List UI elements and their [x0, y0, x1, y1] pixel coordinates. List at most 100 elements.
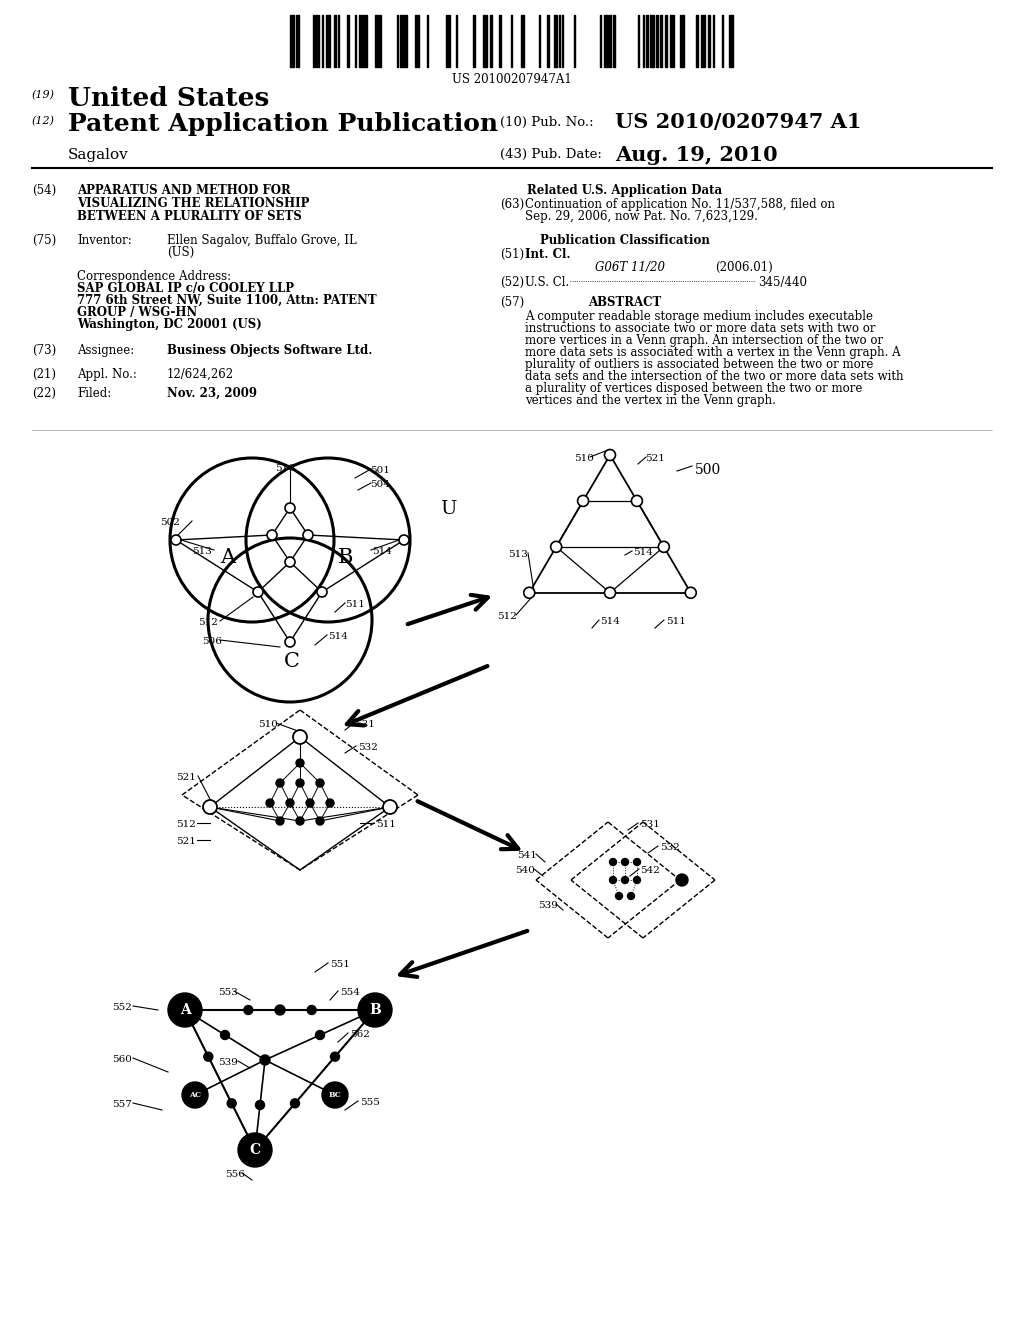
Text: 557: 557	[112, 1100, 132, 1109]
Circle shape	[322, 1082, 348, 1107]
Text: 506: 506	[202, 638, 222, 645]
Circle shape	[220, 1031, 229, 1040]
Circle shape	[628, 892, 635, 899]
Circle shape	[604, 587, 615, 598]
Circle shape	[168, 993, 202, 1027]
Circle shape	[609, 876, 616, 883]
Text: (63): (63)	[500, 198, 524, 211]
Text: data sets and the intersection of the two or more data sets with: data sets and the intersection of the tw…	[525, 370, 903, 383]
Circle shape	[317, 587, 327, 597]
Text: vertices and the vertex in the Venn graph.: vertices and the vertex in the Venn grap…	[525, 393, 776, 407]
Text: Sagalov: Sagalov	[68, 148, 129, 162]
Text: (10) Pub. No.:: (10) Pub. No.:	[500, 116, 594, 129]
Text: Washington, DC 20001 (US): Washington, DC 20001 (US)	[77, 318, 262, 331]
Text: 531: 531	[640, 820, 659, 829]
Text: 514: 514	[633, 548, 653, 557]
Text: A: A	[179, 1003, 190, 1016]
Text: 512: 512	[176, 820, 196, 829]
Text: 556: 556	[225, 1170, 245, 1179]
Text: B: B	[338, 548, 353, 568]
Circle shape	[260, 1055, 270, 1065]
Circle shape	[256, 1101, 264, 1110]
Circle shape	[275, 1005, 285, 1015]
Text: 510: 510	[574, 454, 594, 463]
Text: G06T 11/20: G06T 11/20	[595, 261, 665, 275]
Text: 532: 532	[358, 743, 378, 752]
Text: 12/624,262: 12/624,262	[167, 368, 234, 381]
Text: 539: 539	[538, 902, 558, 909]
Text: 539: 539	[218, 1059, 238, 1067]
Text: (57): (57)	[500, 296, 524, 309]
Text: (75): (75)	[32, 234, 56, 247]
Text: U: U	[440, 500, 457, 517]
Circle shape	[296, 759, 304, 767]
Text: 513: 513	[193, 546, 212, 556]
Text: 554: 554	[340, 987, 359, 997]
Text: 553: 553	[218, 987, 238, 997]
Text: BC: BC	[329, 1092, 341, 1100]
Text: Int. Cl.: Int. Cl.	[525, 248, 570, 261]
Circle shape	[609, 858, 616, 866]
Text: 552: 552	[112, 1003, 132, 1012]
Text: 521: 521	[176, 774, 196, 781]
Text: US 20100207947A1: US 20100207947A1	[453, 73, 571, 86]
Circle shape	[358, 993, 392, 1027]
Text: 510: 510	[258, 719, 278, 729]
Circle shape	[634, 858, 640, 866]
Text: Publication Classification: Publication Classification	[540, 234, 710, 247]
Circle shape	[326, 799, 334, 807]
Circle shape	[383, 800, 397, 814]
Circle shape	[171, 535, 181, 545]
Circle shape	[658, 541, 670, 552]
Text: Appl. No.:: Appl. No.:	[77, 368, 137, 381]
Text: Aug. 19, 2010: Aug. 19, 2010	[615, 145, 777, 165]
Circle shape	[578, 495, 589, 507]
Text: Business Objects Software Ltd.: Business Objects Software Ltd.	[167, 345, 373, 356]
Text: Correspondence Address:: Correspondence Address:	[77, 271, 231, 282]
Text: (52): (52)	[500, 276, 524, 289]
Circle shape	[303, 531, 313, 540]
Circle shape	[316, 817, 324, 825]
Circle shape	[315, 1031, 325, 1040]
Text: 540: 540	[515, 866, 535, 875]
Text: 541: 541	[517, 851, 537, 861]
Circle shape	[622, 876, 629, 883]
Circle shape	[291, 1098, 299, 1107]
Text: (19): (19)	[32, 90, 55, 100]
Circle shape	[286, 799, 294, 807]
Circle shape	[267, 531, 278, 540]
Text: 513: 513	[508, 550, 528, 558]
Text: instructions to associate two or more data sets with two or: instructions to associate two or more da…	[525, 322, 876, 335]
Text: VISUALIZING THE RELATIONSHIP: VISUALIZING THE RELATIONSHIP	[77, 197, 309, 210]
Text: 511: 511	[666, 616, 686, 626]
Circle shape	[238, 1133, 272, 1167]
Circle shape	[307, 1006, 316, 1015]
Text: 514: 514	[600, 616, 620, 626]
Text: Patent Application Publication: Patent Application Publication	[68, 112, 498, 136]
Circle shape	[331, 1052, 340, 1061]
Text: AC: AC	[189, 1092, 201, 1100]
Text: Nov. 23, 2009: Nov. 23, 2009	[167, 387, 257, 400]
Circle shape	[399, 535, 409, 545]
Text: US 2010/0207947 A1: US 2010/0207947 A1	[615, 112, 861, 132]
Text: 512: 512	[198, 618, 218, 627]
Text: (12): (12)	[32, 116, 55, 127]
Text: Assignee:: Assignee:	[77, 345, 134, 356]
Text: 504: 504	[370, 480, 390, 488]
Text: 510: 510	[275, 465, 295, 473]
Circle shape	[293, 730, 307, 744]
Text: A: A	[220, 548, 236, 568]
Text: 521: 521	[645, 454, 665, 463]
Text: C: C	[250, 1143, 260, 1158]
Text: more data sets is associated with a vertex in the Venn graph. A: more data sets is associated with a vert…	[525, 346, 901, 359]
Circle shape	[316, 779, 324, 787]
Text: ABSTRACT: ABSTRACT	[589, 296, 662, 309]
Text: 512: 512	[497, 612, 517, 620]
Text: plurality of outliers is associated between the two or more: plurality of outliers is associated betw…	[525, 358, 873, 371]
Text: United States: United States	[68, 86, 269, 111]
Text: Inventor:: Inventor:	[77, 234, 132, 247]
Circle shape	[276, 817, 284, 825]
Circle shape	[266, 799, 274, 807]
Text: SAP GLOBAL IP c/o COOLEY LLP: SAP GLOBAL IP c/o COOLEY LLP	[77, 282, 294, 294]
Text: (2006.01): (2006.01)	[715, 261, 773, 275]
